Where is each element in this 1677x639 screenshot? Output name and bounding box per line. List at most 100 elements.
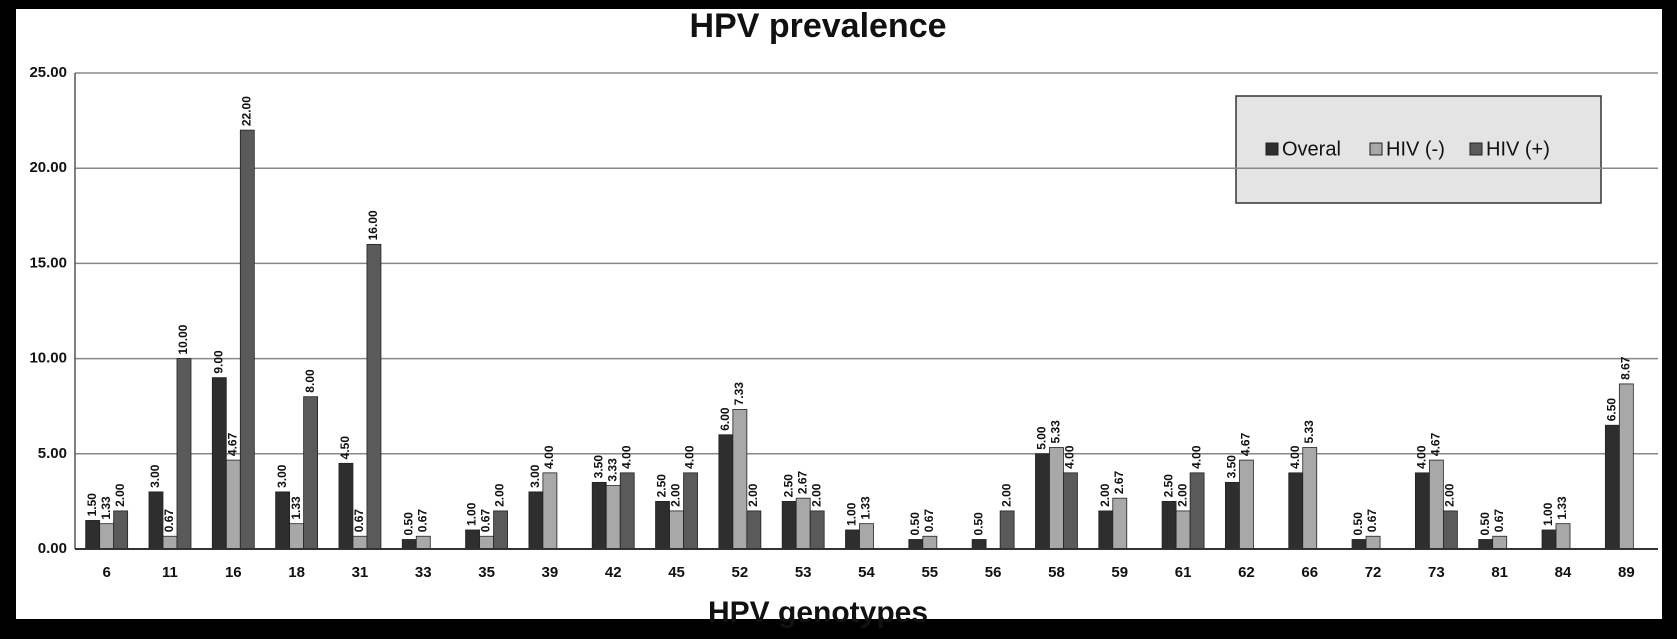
value-label: 7.33 [732, 382, 746, 406]
x-tick-label: 11 [162, 564, 178, 581]
bar [718, 434, 734, 550]
x-tick-label: 33 [415, 564, 432, 581]
value-label: 1.00 [845, 502, 859, 526]
value-label: 0.67 [1492, 509, 1506, 533]
bar [809, 510, 825, 550]
value-label: 0.67 [1365, 509, 1379, 533]
value-label: 6.00 [718, 407, 732, 431]
bar [781, 500, 797, 550]
value-label: 4.00 [683, 445, 697, 469]
bar [528, 491, 544, 550]
bar [859, 523, 874, 550]
value-label: 0.50 [908, 512, 922, 536]
bar [1189, 472, 1205, 550]
x-tick-label: 16 [225, 564, 242, 581]
value-label: 4.00 [1189, 445, 1203, 469]
value-label: 8.00 [303, 369, 317, 393]
value-label: 22.00 [239, 96, 253, 126]
bar [1049, 447, 1064, 550]
bar [239, 129, 255, 550]
bar [415, 535, 431, 550]
value-label: 2.67 [1112, 470, 1126, 494]
x-tick-label: 89 [1618, 564, 1635, 581]
legend-label: Overal [1282, 138, 1341, 160]
value-label: 1.50 [85, 493, 99, 517]
bar [683, 472, 698, 550]
bar [1541, 529, 1557, 550]
bar [619, 472, 635, 550]
value-label: 4.50 [338, 436, 352, 460]
value-label: 4.67 [225, 432, 239, 456]
value-label: 0.50 [1478, 512, 1492, 536]
bar [1112, 497, 1128, 550]
value-label: 2.50 [781, 474, 795, 498]
y-tick-label: 20.00 [29, 159, 67, 176]
value-label: 4.00 [1288, 445, 1302, 469]
value-label: 0.67 [352, 509, 366, 533]
bar [669, 510, 684, 550]
value-label: 0.50 [971, 512, 985, 536]
value-label: 5.33 [1049, 420, 1063, 444]
bar [211, 377, 227, 550]
bar [225, 459, 241, 550]
value-label: 0.50 [401, 512, 415, 536]
value-label: 0.50 [1351, 512, 1365, 536]
value-label: 3.00 [148, 464, 162, 488]
value-label: 0.67 [162, 509, 176, 533]
legend-swatch [1265, 142, 1279, 156]
bar [999, 510, 1015, 550]
bar [1161, 500, 1177, 550]
bar [1175, 510, 1191, 550]
value-label: 1.33 [289, 496, 303, 520]
legend-swatch [1469, 142, 1483, 156]
value-label: 0.67 [479, 509, 493, 533]
bar [99, 523, 115, 550]
x-tick-label: 18 [288, 564, 305, 581]
legend-box [1235, 95, 1602, 204]
value-label: 4.00 [1063, 445, 1077, 469]
bar [655, 500, 670, 550]
value-label: 4.00 [1415, 445, 1429, 469]
value-label: 1.33 [859, 496, 873, 520]
value-label: 1.00 [465, 502, 479, 526]
y-tick-label: 10.00 [29, 350, 67, 367]
bar [1035, 453, 1050, 550]
value-label: 4.00 [619, 445, 633, 469]
bar [845, 529, 860, 550]
bar [1555, 523, 1571, 550]
bar [366, 243, 382, 550]
bar [1225, 481, 1240, 550]
x-tick-label: 84 [1555, 564, 1572, 581]
x-tick-label: 52 [732, 564, 749, 581]
value-label: 2.00 [1098, 483, 1112, 507]
value-label: 2.00 [1175, 483, 1189, 507]
x-tick-label: 59 [1111, 564, 1128, 581]
bar [971, 539, 987, 550]
bar [493, 510, 508, 550]
x-tick-label: 81 [1491, 564, 1508, 581]
value-label: 5.33 [1302, 420, 1316, 444]
value-label: 2.67 [795, 470, 809, 494]
bar [289, 523, 305, 550]
bar [908, 539, 924, 550]
bar [1239, 459, 1254, 550]
x-tick-label: 35 [478, 564, 495, 581]
bar [1478, 539, 1494, 550]
x-tick-label: 61 [1175, 564, 1192, 581]
bar [1618, 383, 1634, 550]
bar [1414, 472, 1430, 550]
value-label: 1.33 [99, 496, 113, 520]
bar [275, 491, 291, 550]
bar [85, 520, 101, 550]
x-tick-label: 45 [668, 564, 685, 581]
bar [303, 396, 319, 550]
value-label: 10.00 [176, 324, 190, 354]
x-tick-label: 6 [102, 564, 110, 581]
bar [1428, 459, 1444, 550]
value-label: 4.67 [1239, 432, 1253, 456]
x-tick-label: 72 [1365, 564, 1382, 581]
value-label: 16.00 [366, 210, 380, 240]
bar [338, 462, 354, 550]
